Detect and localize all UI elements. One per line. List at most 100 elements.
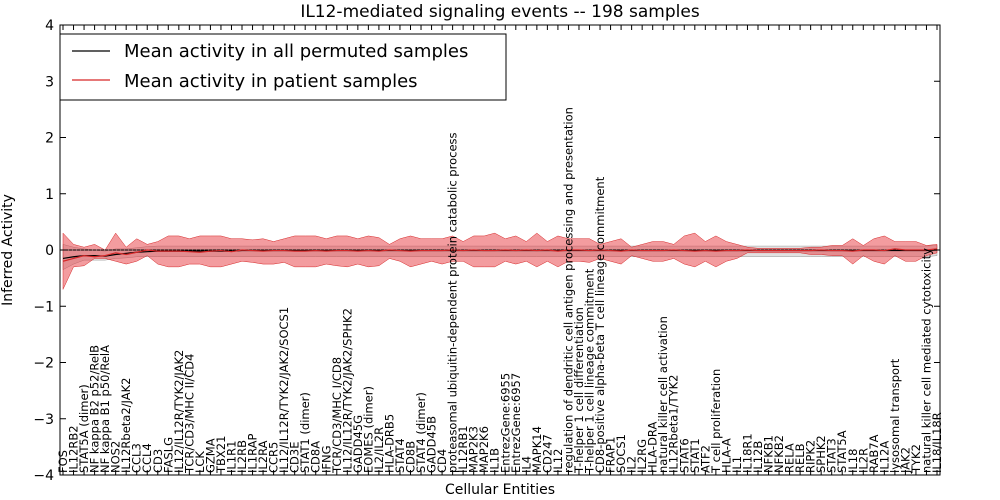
x-category-label: MAPK14 xyxy=(530,426,544,473)
x-category-label: FASLG xyxy=(161,437,175,473)
x-category-label: CD8A xyxy=(309,441,323,473)
x-category-label: IL1B xyxy=(488,448,502,473)
x-category-label: IL12RB2 xyxy=(67,425,81,473)
x-category-label: RELA xyxy=(783,443,797,473)
x-category-label: CD3E xyxy=(288,442,302,473)
x-category-label: STAT6 xyxy=(677,438,691,473)
y-tick-label: 4 xyxy=(45,18,54,34)
x-category-label: MAP2K6 xyxy=(477,426,491,473)
y-tick-label: 2 xyxy=(45,131,54,147)
x-category-label: JAK2 xyxy=(898,447,912,474)
x-category-label: RIPK2 xyxy=(804,440,818,473)
x-category-label: IL12RB1 xyxy=(456,425,470,473)
y-tick-label: 1 xyxy=(45,187,54,203)
x-category-label: regulation of dendritic cell antigen pro… xyxy=(561,107,575,473)
x-category-label: EOMES (dimer) xyxy=(361,386,375,473)
x-category-label: CD247 xyxy=(540,434,554,473)
x-category-label: EntrezGene:6957 xyxy=(509,373,523,473)
x-category-label: STAT5A (dimer) xyxy=(77,384,91,473)
x-category-label: IL2 xyxy=(625,456,639,473)
x-category-label: GZMA xyxy=(203,438,217,473)
x-category-label: TCR/CD3/MHC II/CD4 xyxy=(182,354,196,474)
x-category-label: NFKB1 xyxy=(762,435,776,473)
x-category-label: EntrezGene:6955 xyxy=(498,373,512,473)
x-category-label: TBX21 xyxy=(214,436,228,474)
x-category-label: T cell proliferation xyxy=(709,369,723,474)
x-category-label: HLA-DRA xyxy=(646,422,660,473)
x-category-label: natural killer cell mediated cytotoxicit… xyxy=(919,248,933,473)
x-category-label: IL2RG xyxy=(635,439,649,473)
x-category-label: CCR5 xyxy=(267,442,281,473)
x-category-label: STAT4 xyxy=(393,438,407,473)
series-line-patient xyxy=(62,248,938,262)
x-category-label: CCL4 xyxy=(140,443,154,473)
x-category-label: CD4 xyxy=(435,449,449,473)
x-category-label: ATF2 xyxy=(698,445,712,473)
x-category-label: NFKB2 xyxy=(772,435,786,473)
x-category-label: IFNG xyxy=(319,445,333,473)
x-category-label: IL12A xyxy=(877,441,891,473)
x-category-label: IL2RA xyxy=(256,440,270,473)
x-category-label: NF kappa B2 p52/RelB xyxy=(88,345,102,473)
x-category-label: IL18R1 xyxy=(740,433,754,473)
x-category-label: LCK xyxy=(193,451,207,473)
x-category-label: CCL3 xyxy=(130,443,144,473)
x-category-label: STAT5A xyxy=(835,430,849,473)
x-category-label: IL12/IL12R/TYK2/JAK2 xyxy=(172,350,186,473)
x-category-label: IL2/IL2R xyxy=(372,427,386,473)
y-tick-label: −3 xyxy=(33,412,54,428)
x-category-label: IL4 xyxy=(519,456,533,473)
x-category-label: HLA-DRB5 xyxy=(382,414,396,473)
x-category-label: natural killer cell activation xyxy=(656,316,670,473)
x-category-label: HLA-A xyxy=(719,438,733,473)
x-category-label: FRAP1 xyxy=(604,437,618,473)
x-category-label: IL12/IL12R/TYK2/JAK2/SPHK2 xyxy=(340,308,354,473)
x-category-label: IL12Rbeta2/JAK2 xyxy=(119,378,133,473)
legend-box xyxy=(59,33,507,101)
x-category-label: IL1RAP xyxy=(246,433,260,473)
x-category-label: IL12/IL12R/TYK2/JAK2/SOCS1 xyxy=(277,307,291,473)
x-category-label: NOS2 xyxy=(109,441,123,473)
x-category-label: IL18 xyxy=(846,449,860,473)
x-category-label: MAP2K3 xyxy=(467,426,481,473)
x-category-label: SOCS1 xyxy=(614,434,628,473)
x-category-label: T-helper 1 cell lineage commitment xyxy=(583,268,597,474)
x-category-label: STAT4 (dimer) xyxy=(414,392,428,473)
y-tick-label: −4 xyxy=(33,468,54,484)
x-axis-label: Cellular Entities xyxy=(445,482,555,498)
x-category-label: IL2RB xyxy=(235,440,249,473)
x-category-label: IL12 xyxy=(551,449,565,473)
x-category-label: T-helper 1 cell differentiation xyxy=(572,307,586,474)
y-axis-label: Inferred Activity xyxy=(0,194,16,306)
x-category-label: CD8B xyxy=(403,441,417,473)
plot-area xyxy=(60,232,940,290)
x-category-label: lysosomal transport xyxy=(888,358,902,473)
y-tick-label: 0 xyxy=(45,243,54,259)
patient-range-band xyxy=(62,232,938,290)
x-category-label: RELB xyxy=(793,443,807,473)
x-category-label: proteasomal ubiquitin-dependent protein … xyxy=(446,132,460,473)
x-category-label: CD3 xyxy=(151,449,165,473)
x-category-label: GADD45G xyxy=(351,415,365,473)
y-tick-label: −1 xyxy=(33,299,54,315)
x-category-label: IL12B xyxy=(751,441,765,473)
x-category-label: STAT1 (dimer) xyxy=(298,392,312,473)
x-category-label: IL1 xyxy=(730,456,744,473)
legend: Mean activity in all permuted samples Me… xyxy=(59,33,507,101)
x-category-label: NF kappa B1 p50/RelA xyxy=(98,345,112,473)
x-category-label: IL12Rbeta1/TYK2 xyxy=(667,375,681,473)
legend-label-patient: Mean activity in patient samples xyxy=(124,71,418,92)
chart-title: IL12-mediated signaling events -- 198 sa… xyxy=(300,2,700,22)
x-category-label: IL2R xyxy=(856,448,870,473)
x-category-label: RAB7A xyxy=(867,434,881,473)
y-tick-label: −2 xyxy=(33,356,54,372)
x-category-label: STAT1 xyxy=(688,438,702,473)
x-category-label: FOS xyxy=(56,450,70,473)
y-tick-label: 3 xyxy=(45,74,54,90)
x-category-label: GADD45B xyxy=(425,416,439,473)
x-category-label: SPHK2 xyxy=(814,435,828,473)
x-category-label: IL18/IL18R xyxy=(930,412,944,473)
x-category-label: TCR/CD3/MHC I/CD8 xyxy=(330,357,344,474)
